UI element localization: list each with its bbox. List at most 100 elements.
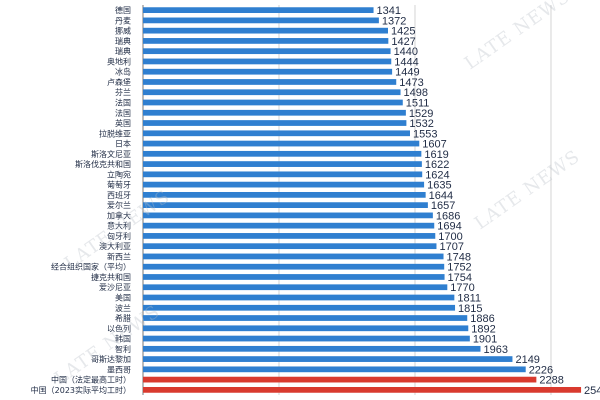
- value-label: 1892: [471, 323, 495, 335]
- bar-29: [143, 294, 455, 301]
- category-label: 新西兰: [107, 251, 131, 261]
- bar-38: [143, 386, 582, 393]
- bar-36: [143, 366, 526, 373]
- bar-24: [143, 243, 437, 250]
- bar-8: [143, 79, 397, 85]
- watermark-text: LATE NEWS: [461, 0, 574, 74]
- category-label: 芬兰: [115, 87, 131, 97]
- category-label: 瑞典: [115, 46, 131, 56]
- category-label: 中国（2023实际平均工时）: [31, 385, 131, 395]
- bar-28: [143, 284, 448, 291]
- value-label: 1624: [425, 169, 449, 181]
- bar-1: [143, 7, 374, 14]
- value-label: 1619: [424, 149, 448, 161]
- bar-2: [143, 17, 379, 24]
- category-label: 韩国: [115, 334, 131, 344]
- value-label: 2548: [584, 385, 600, 397]
- value-label: 1657: [431, 200, 455, 212]
- bar-32: [143, 325, 469, 332]
- bar-21: [143, 212, 433, 219]
- category-label: 卢森堡: [107, 77, 131, 87]
- value-label: 1427: [391, 36, 415, 48]
- category-label: 瑞典: [115, 36, 131, 46]
- bar-37: [143, 376, 537, 383]
- category-label: 英国: [115, 118, 131, 128]
- category-label: 澳大利亚: [99, 241, 131, 251]
- value-label: 1770: [450, 282, 474, 294]
- bar-26: [143, 263, 445, 270]
- category-label: 丹麦: [115, 15, 131, 25]
- value-label: 1473: [399, 77, 423, 89]
- value-label: 1444: [394, 56, 418, 68]
- bar-13: [143, 130, 410, 137]
- category-label: 中国（法定最高工时）: [51, 375, 131, 385]
- category-label: 爱尔兰: [107, 200, 131, 210]
- bar-10: [143, 99, 403, 106]
- category-label: 法国: [115, 98, 131, 108]
- value-label: 2288: [539, 375, 563, 387]
- category-label: 波兰: [115, 303, 131, 313]
- bar-25: [143, 253, 444, 260]
- category-label: 法国: [115, 108, 131, 118]
- labels-layer: 德国 1341 丹麦 1372 挪威 1425 瑞典 1427 瑞典 1440 奥地利 1444 冰岛 1…: [31, 5, 600, 397]
- value-label: 1811: [457, 293, 481, 305]
- category-label: 智利: [115, 344, 131, 354]
- value-label: 1886: [470, 313, 494, 325]
- bar-15: [143, 150, 422, 157]
- value-label: 1748: [447, 251, 471, 263]
- value-label: 1815: [458, 303, 482, 315]
- bar-16: [143, 161, 422, 167]
- bar-5: [143, 48, 391, 55]
- value-label: 1532: [409, 118, 433, 130]
- bar-6: [143, 58, 392, 65]
- value-label: 1754: [448, 272, 472, 284]
- value-label: 1635: [427, 180, 451, 192]
- value-label: 1752: [447, 262, 471, 274]
- bar-27: [143, 274, 445, 280]
- category-label: 意大利: [107, 221, 131, 231]
- category-label: 匈牙利: [107, 231, 131, 241]
- bar-18: [143, 181, 425, 188]
- category-label: 加拿大: [107, 210, 131, 220]
- bar-4: [143, 38, 389, 44]
- value-label: 1372: [382, 15, 406, 27]
- value-label: 1694: [437, 221, 461, 233]
- bar-3: [143, 27, 388, 34]
- bar-20: [143, 202, 428, 209]
- bar-9: [143, 89, 401, 96]
- bar-23: [143, 233, 436, 239]
- category-label: 经合组织国家（平均）: [51, 262, 131, 272]
- category-label: 希腊: [115, 313, 131, 323]
- value-label: 2149: [515, 354, 539, 366]
- bars-layer: [143, 7, 582, 393]
- category-label: 西班牙: [107, 190, 131, 200]
- value-label: 1498: [404, 87, 428, 99]
- value-label: 1553: [413, 128, 437, 140]
- bar-19: [143, 191, 426, 198]
- category-label: 爱沙尼亚: [99, 283, 131, 292]
- category-label: 奥地利: [107, 56, 131, 66]
- bar-17: [143, 171, 423, 178]
- category-label: 美国: [115, 293, 131, 303]
- value-label: 1622: [425, 159, 449, 171]
- bar-11: [143, 109, 406, 116]
- value-label: 1963: [483, 344, 507, 356]
- category-label: 墨西哥: [107, 365, 131, 374]
- value-label: 1425: [391, 26, 415, 38]
- category-label: 拉脱维亚: [99, 128, 131, 138]
- category-label: 日本: [115, 139, 131, 149]
- value-label: 1449: [395, 67, 419, 79]
- category-label: 斯洛文尼亚: [91, 149, 131, 159]
- bar-30: [143, 304, 456, 311]
- bar-33: [143, 335, 470, 342]
- value-label: 1440: [394, 46, 418, 58]
- bar-14: [143, 140, 420, 147]
- bar-31: [143, 315, 468, 321]
- value-label: 1700: [438, 231, 462, 243]
- value-label: 1607: [422, 139, 446, 151]
- bar-7: [143, 68, 393, 75]
- category-label: 冰岛: [115, 67, 131, 77]
- bar-34: [143, 345, 481, 352]
- bar-22: [143, 222, 435, 229]
